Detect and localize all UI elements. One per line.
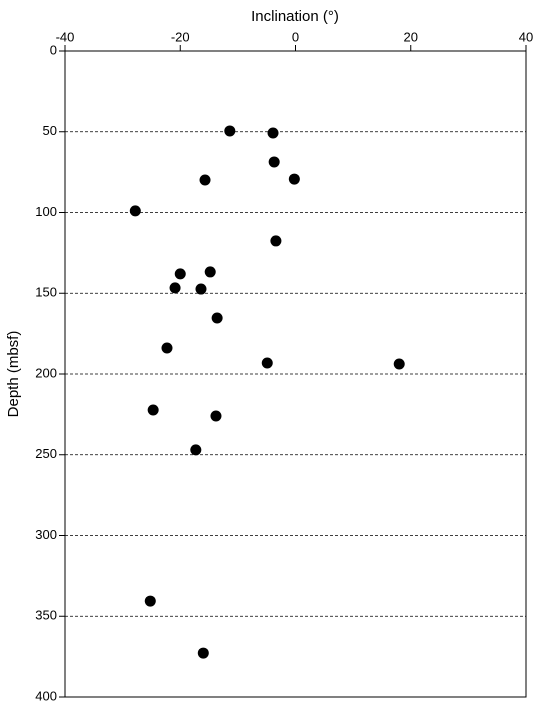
y-tick-label: 0 bbox=[50, 42, 57, 57]
point bbox=[144, 595, 156, 607]
x-tick-label: -20 bbox=[171, 29, 190, 44]
y-tick-label: 250 bbox=[35, 446, 57, 461]
point bbox=[210, 410, 222, 422]
x-tick-label: 40 bbox=[519, 29, 533, 44]
point bbox=[199, 174, 211, 186]
point bbox=[161, 342, 173, 354]
x-axis-label: Inclination (°) bbox=[251, 8, 339, 25]
point bbox=[211, 312, 223, 324]
x-tick-label: 0 bbox=[292, 29, 299, 44]
y-tick-label: 200 bbox=[35, 365, 57, 380]
point bbox=[261, 357, 273, 369]
point bbox=[204, 266, 216, 278]
point bbox=[174, 268, 186, 280]
y-tick-label: 100 bbox=[35, 204, 57, 219]
y-tick-label: 300 bbox=[35, 527, 57, 542]
point bbox=[268, 156, 280, 168]
x-tick-label: -40 bbox=[56, 29, 75, 44]
y-axis-label: Depth (mbsf) bbox=[5, 331, 22, 418]
point bbox=[190, 444, 202, 456]
point bbox=[147, 404, 159, 416]
point bbox=[195, 283, 207, 295]
plot-frame bbox=[64, 50, 527, 698]
point bbox=[129, 205, 141, 217]
x-tick-label: 20 bbox=[404, 29, 418, 44]
y-tick-label: 50 bbox=[43, 123, 57, 138]
point bbox=[267, 127, 279, 139]
point bbox=[288, 173, 300, 185]
y-tick-label: 350 bbox=[35, 608, 57, 623]
y-tick-label: 400 bbox=[35, 688, 57, 703]
y-tick-label: 150 bbox=[35, 285, 57, 300]
point bbox=[270, 235, 282, 247]
point bbox=[169, 282, 181, 294]
point bbox=[197, 647, 209, 659]
point bbox=[393, 358, 405, 370]
point bbox=[224, 125, 236, 137]
